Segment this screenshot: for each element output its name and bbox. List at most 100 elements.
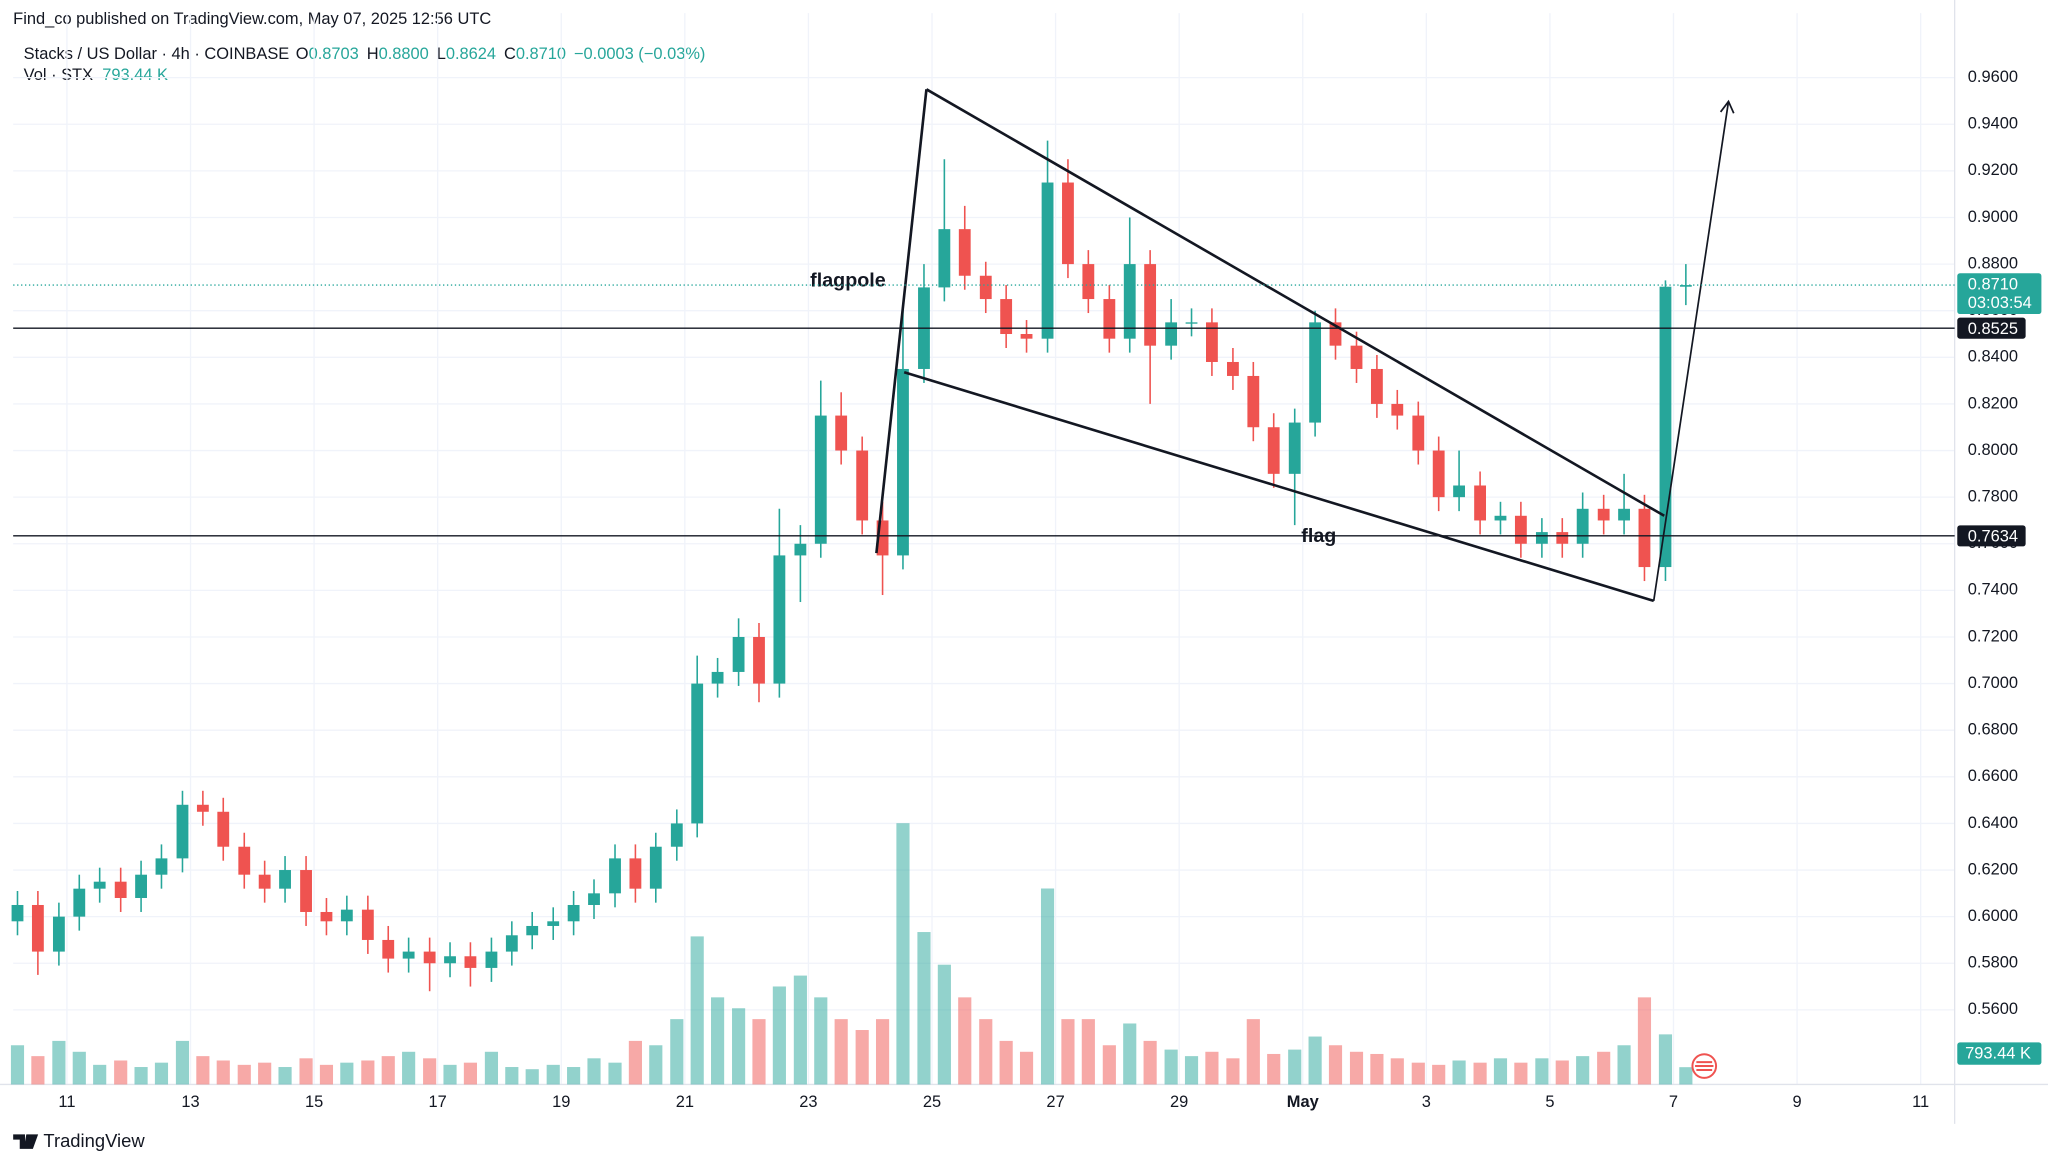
volume-bar [463, 1062, 477, 1085]
x-tick-label: 15 [305, 1093, 323, 1111]
volume-bar [1040, 888, 1055, 1085]
x-tick-label: 21 [676, 1093, 694, 1111]
volume-bar [237, 1064, 251, 1085]
volume-bar [402, 1051, 416, 1085]
candle-body [1309, 322, 1322, 423]
y-tick-label: 0.6200 [1968, 860, 2018, 878]
volume-bar [1493, 1058, 1508, 1085]
candle-body [609, 858, 621, 894]
x-tick-label: 19 [552, 1093, 570, 1111]
volume-bar [1514, 1062, 1528, 1085]
volume-bar [855, 1030, 869, 1085]
brand: TradingView [43, 1130, 145, 1151]
candle-body [402, 951, 415, 959]
level-label-box [1957, 317, 2026, 339]
candle-body [1474, 485, 1487, 521]
flag-icon-stripes [1695, 1061, 1714, 1071]
candle-body [135, 874, 147, 898]
volume-bar [1411, 1062, 1425, 1085]
volume-bar [1328, 1045, 1343, 1085]
candle-body [423, 951, 436, 964]
y-tick-label: 0.6800 [1968, 721, 2018, 739]
volume-bar [772, 986, 786, 1085]
candle-body [876, 520, 889, 556]
flag-lower-line [903, 370, 1655, 603]
volume-bar [875, 1019, 890, 1085]
ohlc-value: 0.8703 [309, 46, 359, 64]
ohlc-label: O [296, 46, 309, 64]
x-tick-label: 13 [181, 1093, 199, 1111]
x-tick-label: 25 [923, 1093, 941, 1111]
volume-bar [1679, 1067, 1693, 1085]
candle-body [1350, 345, 1363, 369]
y-tick-label: 0.8200 [1968, 394, 2018, 412]
candle-body [11, 904, 24, 922]
ohlc-label: H [367, 46, 379, 64]
candle-body [526, 925, 539, 936]
candle-body [1123, 264, 1136, 339]
candle-body [485, 951, 498, 968]
level-label-box [1957, 525, 2026, 547]
volume-bar [1246, 1019, 1260, 1085]
candle-body [31, 904, 44, 952]
volume-bar [670, 1019, 684, 1085]
logo-icon [13, 1134, 39, 1149]
symbol-header: Stacks / US Dollar · 4h · COINBASE O0.870… [24, 46, 706, 64]
candle-body [1597, 508, 1610, 521]
candle-body [1391, 403, 1404, 416]
volume-bar [1184, 1056, 1199, 1085]
volume-bar [196, 1056, 210, 1085]
volume-bar [1637, 997, 1652, 1085]
x-tick-label: 11 [1912, 1093, 1929, 1111]
candle-body [176, 804, 189, 859]
volume-bar [732, 1008, 746, 1085]
volume-bar [381, 1056, 395, 1085]
candle-body [1144, 264, 1157, 346]
y-tick-label: 0.9600 [1968, 68, 2018, 86]
candle-body [670, 823, 683, 847]
volume-bar [567, 1067, 581, 1085]
volume-bar [814, 997, 828, 1085]
candle-body [649, 846, 662, 889]
candle-body [505, 935, 518, 952]
x-tick-label: 27 [1046, 1093, 1064, 1111]
volume-bar [1019, 1051, 1034, 1085]
symbol: Stacks / US Dollar · 4h · COINBASE [24, 46, 290, 64]
candle-body [629, 858, 642, 889]
volume-bar [340, 1062, 354, 1085]
volume-bar [93, 1064, 107, 1085]
volume-bar [1123, 1023, 1137, 1085]
candle-body [1370, 368, 1383, 404]
volume-bar [917, 932, 931, 1085]
candles [11, 140, 1692, 992]
candle-body [1679, 285, 1692, 287]
volume-bar [649, 1045, 663, 1085]
volume-bar [1473, 1062, 1487, 1085]
volume-bar [608, 1062, 622, 1085]
candle-body [1103, 299, 1116, 339]
volume-bar [1535, 1058, 1549, 1085]
volume-bar [1432, 1064, 1446, 1085]
volume-bar [1164, 1049, 1178, 1085]
candle-body [196, 804, 209, 812]
volume-bar [793, 975, 807, 1085]
ohlc-value: 0.8800 [379, 46, 429, 64]
candle-body [1412, 415, 1425, 451]
candle-body [73, 888, 86, 917]
volume-bar [896, 823, 910, 1085]
candle-body [897, 368, 909, 556]
candle-body [444, 956, 456, 964]
x-tick-label: 11 [58, 1093, 75, 1111]
x-tick-label: May [1287, 1093, 1320, 1111]
y-tick-label: 0.7400 [1968, 581, 2018, 599]
candle-body [835, 415, 848, 451]
candle-body [1247, 375, 1260, 428]
volume-bar [1576, 1056, 1590, 1085]
candle-body [1206, 322, 1218, 362]
volume-bar [10, 1045, 25, 1085]
candle-body [1453, 485, 1465, 498]
candle-body [1062, 182, 1074, 265]
volume-bar [1370, 1053, 1384, 1085]
y-tick-label: 0.7000 [1968, 674, 2018, 692]
